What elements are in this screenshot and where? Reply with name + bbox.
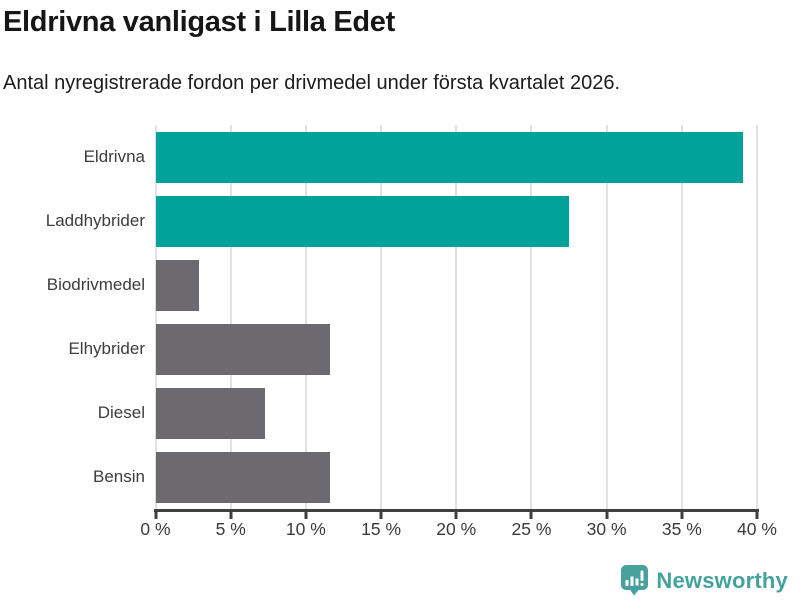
gridline-10	[304, 125, 307, 509]
gridline-0	[154, 125, 157, 509]
brand-name: Newsworthy	[656, 567, 788, 593]
logo-bar-1	[625, 580, 629, 586]
x-tick-label-15: 15 %	[361, 519, 402, 539]
x-axis-ticks	[154, 511, 759, 520]
chart-subtitle: Antal nyregistrerade fordon per drivmede…	[3, 72, 621, 94]
plot-area	[154, 125, 758, 509]
x-tick-40	[755, 511, 759, 519]
category-label-diesel: Diesel	[97, 403, 145, 422]
gridline-20	[455, 125, 458, 509]
gridline-30	[605, 125, 608, 509]
bar-elhybrider	[155, 323, 330, 375]
bar-diesel	[155, 387, 266, 439]
bar-bensin	[155, 451, 330, 503]
bar-biodrivmedel	[155, 259, 200, 311]
gridline-40	[756, 125, 758, 509]
x-tick-20	[454, 511, 458, 519]
x-tick-label-5: 5 %	[215, 519, 246, 539]
x-tick-label-20: 20 %	[436, 519, 477, 539]
x-tick-label-25: 25 %	[511, 519, 552, 539]
x-axis-tick-labels: 0 % 5 % 10 % 15 % 20 % 25 % 30 % 35 % 40 %	[140, 519, 777, 543]
x-tick-30	[605, 511, 609, 519]
x-tick-label-0: 0 %	[140, 519, 171, 539]
x-tick-0	[154, 511, 157, 519]
gridline-5	[229, 125, 232, 509]
logo-exclamation-stroke	[640, 570, 644, 581]
x-tick-25	[529, 511, 533, 519]
category-label-eldrivna: Eldrivna	[83, 147, 145, 166]
chart-title: Eldrivna vanligast i Lilla Edet	[3, 6, 395, 38]
gridline-35	[680, 125, 683, 509]
x-tick-15	[379, 511, 383, 519]
logo-bar-2	[630, 576, 634, 586]
brand-footer: Newsworthy	[621, 565, 788, 596]
x-tick-label-40: 40 %	[737, 519, 777, 539]
category-label-elhybrider: Elhybrider	[68, 339, 145, 358]
category-labels: Eldrivna Laddhybrider Biodrivmedel Elhybrid…	[0, 125, 145, 509]
logo-exclamation-dot	[640, 583, 644, 586]
x-tick-35	[680, 511, 684, 519]
newsworthy-logo-icon	[621, 565, 649, 596]
x-tick-10	[304, 511, 308, 519]
bar-eldrivna	[155, 131, 744, 183]
category-label-bensin: Bensin	[93, 467, 145, 486]
bar-laddhybrider	[155, 195, 570, 247]
x-tick-label-30: 30 %	[586, 519, 627, 539]
category-label-laddhybrider: Laddhybrider	[45, 211, 145, 230]
x-tick-label-10: 10 %	[285, 519, 326, 539]
x-tick-label-35: 35 %	[661, 519, 702, 539]
x-axis-line	[154, 508, 759, 512]
gridline-25	[530, 125, 533, 509]
category-label-biodrivmedel: Biodrivmedel	[46, 275, 145, 294]
gridline-15	[380, 125, 383, 509]
logo-bar-3	[635, 578, 639, 586]
x-tick-5	[229, 511, 233, 519]
